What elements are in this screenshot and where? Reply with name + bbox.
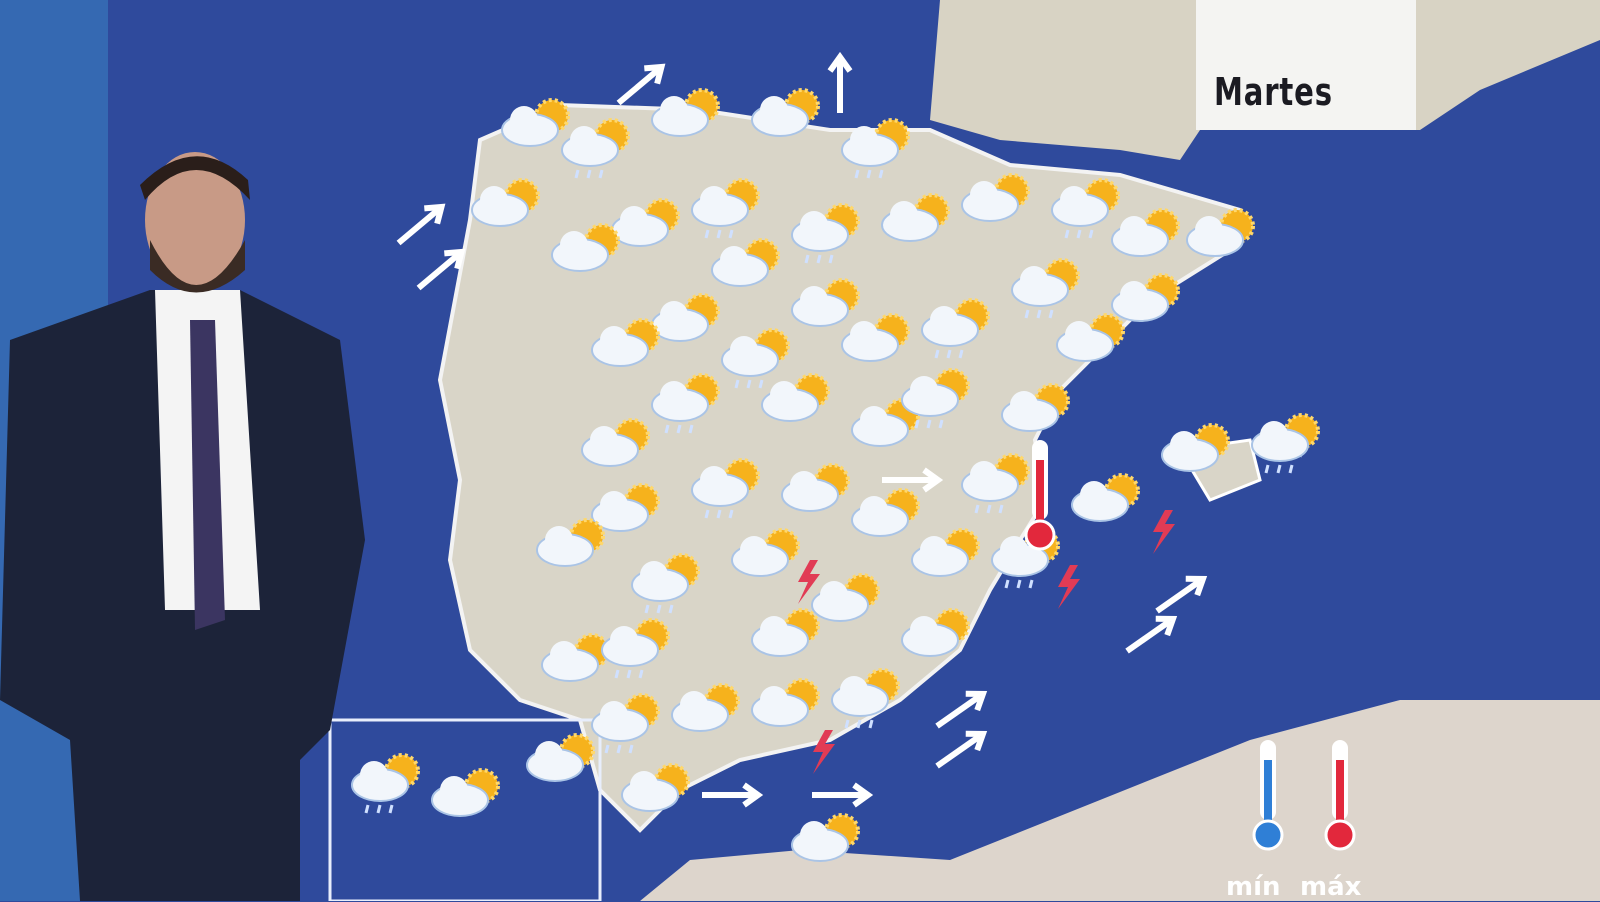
thermometer-icon bbox=[1252, 740, 1284, 851]
sun-cloud-icon bbox=[751, 608, 820, 657]
sun-cloud-icon bbox=[1071, 473, 1140, 522]
sun-cloud-icon bbox=[581, 418, 650, 467]
sun-cloud-icon bbox=[1111, 208, 1180, 257]
wind-arrow-icon bbox=[616, 63, 666, 106]
sun-cloud-icon bbox=[901, 608, 970, 657]
cloud-rain-icon bbox=[651, 373, 720, 434]
wind-arrow-icon bbox=[1125, 615, 1178, 654]
wind-arrow-icon bbox=[396, 203, 446, 246]
sun-cloud-icon bbox=[536, 518, 605, 567]
sun-cloud-icon bbox=[751, 678, 820, 727]
sun-cloud-icon bbox=[761, 373, 830, 422]
cloud-rain-icon bbox=[591, 693, 660, 754]
presenter bbox=[0, 152, 365, 901]
sun-cloud-icon bbox=[851, 488, 920, 537]
sun-cloud-icon bbox=[811, 573, 880, 622]
max-label: máx bbox=[1300, 872, 1362, 902]
storm-lightning-icon bbox=[1153, 510, 1175, 554]
cloud-rain-icon bbox=[921, 298, 990, 359]
cloud-rain-icon bbox=[961, 453, 1030, 514]
cloud-rain-icon bbox=[721, 328, 790, 389]
sun-cloud-icon bbox=[551, 223, 620, 272]
sun-cloud-icon bbox=[1186, 208, 1255, 257]
cloud-rain-icon bbox=[691, 458, 760, 519]
day-label: Martes bbox=[1214, 70, 1333, 114]
sun-cloud-icon bbox=[651, 88, 720, 137]
wind-arrow-icon bbox=[935, 730, 988, 769]
sun-cloud-icon bbox=[841, 313, 910, 362]
sun-cloud-icon bbox=[1161, 423, 1230, 472]
cloud-rain-icon bbox=[841, 118, 910, 179]
sun-cloud-icon bbox=[881, 193, 950, 242]
sun-cloud-icon bbox=[961, 173, 1030, 222]
thermometer-icon bbox=[1024, 440, 1056, 551]
cloud-rain-icon bbox=[631, 553, 700, 614]
cloud-rain-icon bbox=[1011, 258, 1080, 319]
sun-cloud-icon bbox=[731, 528, 800, 577]
storm-lightning-icon bbox=[798, 560, 820, 604]
cloud-rain-icon bbox=[601, 618, 670, 679]
sun-cloud-icon bbox=[1056, 313, 1125, 362]
sun-cloud-icon bbox=[526, 733, 595, 782]
sun-cloud-icon bbox=[431, 768, 500, 817]
wind-arrow-icon bbox=[1155, 575, 1208, 614]
sun-cloud-icon bbox=[591, 483, 660, 532]
cloud-rain-icon bbox=[791, 203, 860, 264]
wind-arrow-icon bbox=[882, 467, 944, 493]
sun-cloud-icon bbox=[751, 88, 820, 137]
sun-cloud-icon bbox=[591, 318, 660, 367]
cloud-rain-icon bbox=[831, 668, 900, 729]
cloud-rain-icon bbox=[901, 368, 970, 429]
canary-islands-inset bbox=[328, 718, 602, 901]
sun-cloud-icon bbox=[791, 813, 860, 862]
sun-cloud-icon bbox=[1111, 273, 1180, 322]
thermometer-icon bbox=[1324, 740, 1356, 851]
sun-cloud-icon bbox=[501, 98, 570, 147]
wind-arrow-icon bbox=[702, 782, 764, 808]
wind-arrow-icon bbox=[827, 51, 853, 113]
sun-cloud-icon bbox=[711, 238, 780, 287]
sun-cloud-icon bbox=[671, 683, 740, 732]
wind-arrow-icon bbox=[812, 782, 874, 808]
wind-arrow-icon bbox=[935, 690, 988, 729]
sun-cloud-icon bbox=[611, 198, 680, 247]
cloud-rain-icon bbox=[1051, 178, 1120, 239]
sun-cloud-icon bbox=[651, 293, 720, 342]
cloud-rain-icon bbox=[561, 118, 630, 179]
sun-cloud-icon bbox=[791, 278, 860, 327]
sun-cloud-icon bbox=[621, 763, 690, 812]
wind-arrow-icon bbox=[416, 248, 466, 291]
sun-cloud-icon bbox=[1001, 383, 1070, 432]
storm-lightning-icon bbox=[1058, 565, 1080, 609]
sun-cloud-icon bbox=[471, 178, 540, 227]
cloud-rain-icon bbox=[1251, 413, 1320, 474]
storm-lightning-icon bbox=[813, 730, 835, 774]
cloud-rain-icon bbox=[351, 753, 420, 814]
sun-cloud-icon bbox=[911, 528, 980, 577]
north-africa bbox=[640, 700, 1600, 901]
sun-cloud-icon bbox=[781, 463, 850, 512]
min-label: mín bbox=[1226, 872, 1281, 902]
day-label-box: Martes bbox=[1196, 0, 1416, 130]
cloud-rain-icon bbox=[691, 178, 760, 239]
